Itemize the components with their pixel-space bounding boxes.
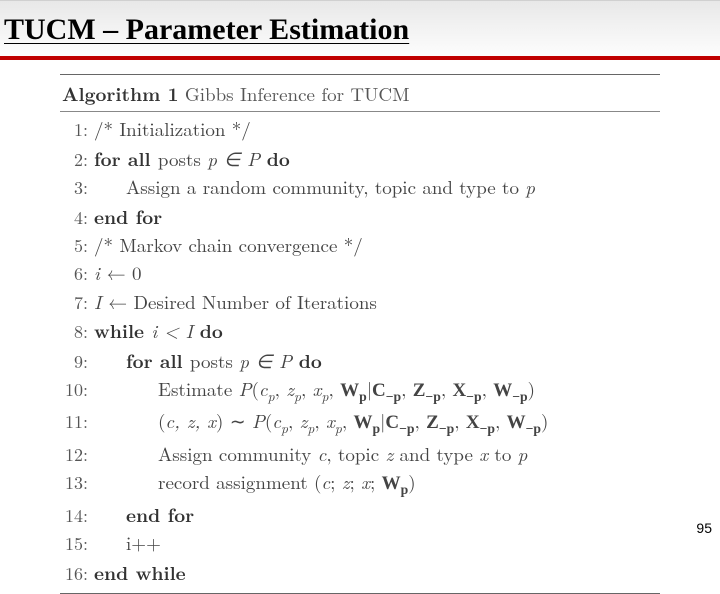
line-text: record assignment (c; z; x; Wp) <box>94 468 416 500</box>
line-num: 6: <box>60 260 94 287</box>
algorithm-block: Algorithm 1 Gibbs Inference for TUCM 1: … <box>0 60 720 594</box>
algo-line: 5: /* Markov chain convergence */ <box>60 231 660 260</box>
line-num: 15: <box>60 530 94 557</box>
algo-line: 9: for all posts p ∈ P do <box>60 346 660 376</box>
line-text: /* Markov chain convergence */ <box>94 231 363 260</box>
page-number: 95 <box>696 520 712 536</box>
algo-desc: Gibbs Inference for TUCM <box>185 80 410 107</box>
line-text: /* Initialization */ <box>94 115 251 144</box>
line-text: I ← Desired Number of Iterations <box>94 288 377 317</box>
algo-line: 12: Assign community c, topic z and type… <box>60 440 660 469</box>
algo-line: 3: Assign a random community, topic and … <box>60 173 660 202</box>
line-text: (c, z, x) ∼ P(cp, zp, xp, Wp|C−p, Z−p, X… <box>94 407 548 439</box>
algo-line: 7: I ← Desired Number of Iterations <box>60 288 660 317</box>
line-text: i++ <box>94 529 161 558</box>
algo-line: 14: end for <box>60 500 660 529</box>
algo-line: 16: end while <box>60 558 660 587</box>
line-num: 14: <box>60 502 94 529</box>
algo-line: 2: for all posts p ∈ P do <box>60 144 660 174</box>
line-num: 10: <box>60 376 94 403</box>
algorithm-body: 1: /* Initialization */ 2: for all posts… <box>60 112 660 594</box>
line-text: Assign community c, topic z and type x t… <box>94 440 527 469</box>
line-num: 4: <box>60 204 94 231</box>
algo-line: 13: record assignment (c; z; x; Wp) <box>60 468 660 500</box>
page-title: TUCM – Parameter Estimation <box>4 13 409 47</box>
algorithm-header: Algorithm 1 Gibbs Inference for TUCM <box>60 74 660 112</box>
line-num: 16: <box>60 560 94 587</box>
line-text: end for <box>94 202 162 231</box>
line-text: end while <box>94 558 186 587</box>
line-text: i ← 0 <box>94 259 141 288</box>
algo-line: 8: while i < I do <box>60 316 660 346</box>
line-num: 7: <box>60 289 94 316</box>
line-num: 8: <box>60 318 94 345</box>
algo-line: 4: end for <box>60 202 660 231</box>
algo-line: 6: i ← 0 <box>60 259 660 288</box>
line-text: Assign a random community, topic and typ… <box>94 173 535 202</box>
algo-line: 15: i++ <box>60 529 660 558</box>
algo-line: 11: (c, z, x) ∼ P(cp, zp, xp, Wp|C−p, Z−… <box>60 407 660 439</box>
algo-line: 10: Estimate P(cp, zp, xp, Wp|C−p, Z−p, … <box>60 375 660 407</box>
line-num: 13: <box>60 469 94 496</box>
line-num: 5: <box>60 232 94 259</box>
line-num: 2: <box>60 146 94 173</box>
algo-line: 1: /* Initialization */ <box>60 115 660 144</box>
line-text: while i < I do <box>94 316 223 346</box>
line-num: 11: <box>60 408 94 435</box>
line-text: for all posts p ∈ P do <box>94 144 290 174</box>
line-text: Estimate P(cp, zp, xp, Wp|C−p, Z−p, X−p,… <box>94 375 535 407</box>
line-text: end for <box>94 500 194 529</box>
line-text: for all posts p ∈ P do <box>94 346 322 376</box>
header-band: TUCM – Parameter Estimation <box>0 0 720 56</box>
line-num: 9: <box>60 348 94 375</box>
line-num: 3: <box>60 174 94 201</box>
algo-label: Algorithm 1 <box>62 79 179 107</box>
line-num: 1: <box>60 116 94 143</box>
line-num: 12: <box>60 441 94 468</box>
